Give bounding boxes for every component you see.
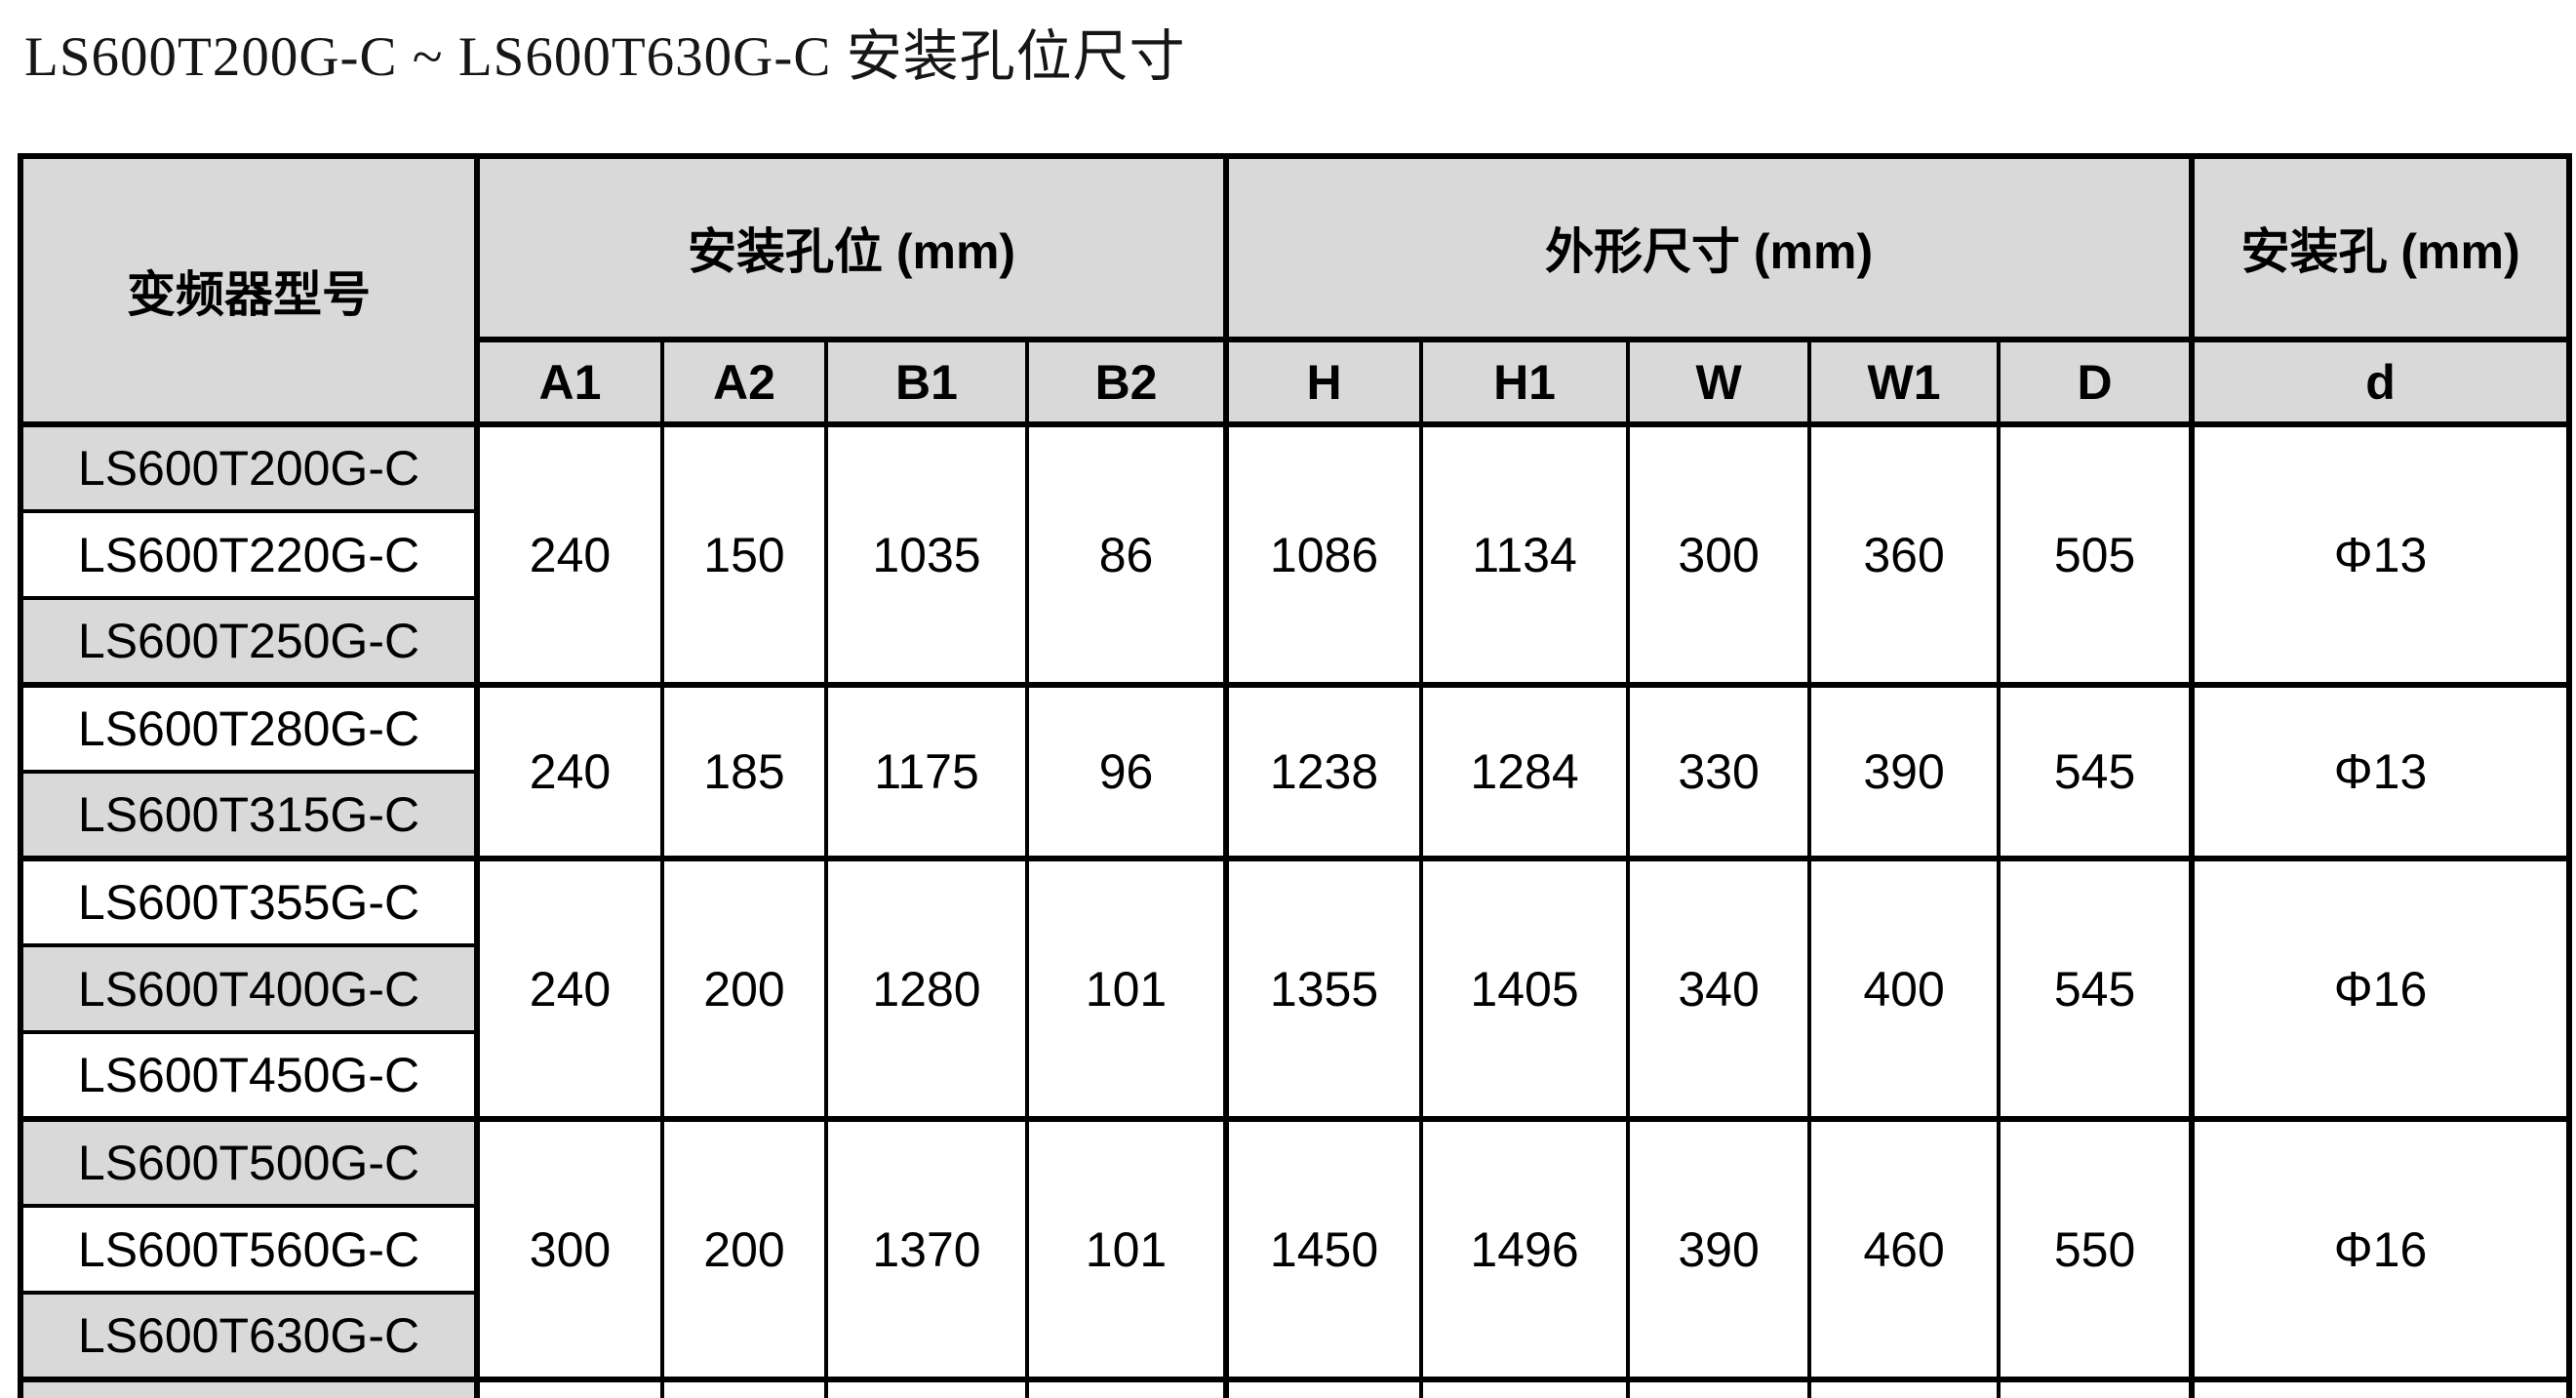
model-cell: LS600T450G-C bbox=[19, 1030, 479, 1122]
value-cell-d-depth: 545 bbox=[1997, 683, 2195, 861]
model-cell: LS600T400G-C bbox=[19, 943, 479, 1034]
value-cell-a2: 200 bbox=[660, 1117, 828, 1382]
group-header-mounting-hole: 安装孔 (mm) bbox=[2189, 154, 2572, 342]
value-cell-h1: 1134 bbox=[1419, 422, 1631, 688]
partial-row-cell bbox=[2189, 1378, 2572, 1398]
value-cell-h: 1238 bbox=[1223, 683, 1424, 861]
value-cell-a1: 240 bbox=[474, 683, 664, 861]
value-cell-h: 1450 bbox=[1223, 1117, 1424, 1382]
model-cell: LS600T630G-C bbox=[19, 1291, 479, 1382]
value-cell-h1: 1284 bbox=[1419, 683, 1631, 861]
value-cell-b2: 86 bbox=[1024, 422, 1229, 688]
group-header-mounting-holes: 安装孔位 (mm) bbox=[473, 154, 1229, 342]
value-cell-w: 330 bbox=[1626, 683, 1812, 861]
value-cell-a1: 240 bbox=[474, 422, 664, 688]
value-cell-d-depth: 505 bbox=[1997, 422, 2195, 688]
model-cell: LS600T220G-C bbox=[19, 509, 479, 600]
partial-row-cell bbox=[19, 1378, 479, 1398]
value-cell-w1: 360 bbox=[1807, 422, 2001, 688]
value-cell-a2: 185 bbox=[660, 683, 828, 861]
value-cell-w1: 400 bbox=[1807, 857, 2001, 1122]
dimensions-table: 变频器型号 安装孔位 (mm) 外形尺寸 (mm) 安装孔 (mm) A1 A2… bbox=[18, 153, 2573, 1398]
subcol-header-a2: A2 bbox=[660, 338, 828, 427]
model-cell: LS600T200G-C bbox=[19, 422, 479, 513]
subcol-header-a1: A1 bbox=[474, 338, 664, 427]
partial-row-cell bbox=[1223, 1378, 1424, 1398]
value-cell-d-depth: 550 bbox=[1997, 1117, 2195, 1382]
group-header-outline-dimensions: 外形尺寸 (mm) bbox=[1223, 154, 2195, 342]
partial-row-cell bbox=[660, 1378, 828, 1398]
value-cell-a2: 150 bbox=[660, 422, 828, 688]
subcol-header-h: H bbox=[1223, 338, 1424, 427]
value-cell-w: 300 bbox=[1626, 422, 1812, 688]
model-cell: LS600T315G-C bbox=[19, 770, 479, 861]
value-cell-hole-diameter: Φ16 bbox=[2189, 1117, 2572, 1382]
partial-row-cell bbox=[1807, 1378, 2001, 1398]
value-cell-w1: 460 bbox=[1807, 1117, 2001, 1382]
subcol-header-w1: W1 bbox=[1807, 338, 2001, 427]
model-cell: LS600T560G-C bbox=[19, 1204, 479, 1295]
value-cell-h1: 1496 bbox=[1419, 1117, 1631, 1382]
value-cell-w: 390 bbox=[1626, 1117, 1812, 1382]
subcol-header-b1: B1 bbox=[824, 338, 1029, 427]
value-cell-a2: 200 bbox=[660, 857, 828, 1122]
subcol-header-h1: H1 bbox=[1419, 338, 1631, 427]
value-cell-a1: 300 bbox=[474, 1117, 664, 1382]
value-cell-b2: 101 bbox=[1024, 857, 1229, 1122]
model-column-header: 变频器型号 bbox=[19, 154, 479, 427]
value-cell-b1: 1280 bbox=[824, 857, 1029, 1122]
value-cell-hole-diameter: Φ13 bbox=[2189, 422, 2572, 688]
page-title: LS600T200G-C ~ LS600T630G-C 安装孔位尺寸 bbox=[24, 26, 1186, 88]
subcol-header-b2: B2 bbox=[1024, 338, 1229, 427]
value-cell-w: 340 bbox=[1626, 857, 1812, 1122]
value-cell-b1: 1035 bbox=[824, 422, 1029, 688]
value-cell-h: 1086 bbox=[1223, 422, 1424, 688]
model-cell: LS600T280G-C bbox=[19, 683, 479, 774]
value-cell-a1: 240 bbox=[474, 857, 664, 1122]
partial-row-cell bbox=[474, 1378, 664, 1398]
value-cell-b1: 1175 bbox=[824, 683, 1029, 861]
partial-row-cell bbox=[824, 1378, 1029, 1398]
partial-row-cell bbox=[1626, 1378, 1812, 1398]
partial-row-cell bbox=[1024, 1378, 1229, 1398]
value-cell-h1: 1405 bbox=[1419, 857, 1631, 1122]
model-cell: LS600T250G-C bbox=[19, 596, 479, 688]
partial-row-cell bbox=[1419, 1378, 1631, 1398]
model-cell: LS600T500G-C bbox=[19, 1117, 479, 1208]
value-cell-d-depth: 545 bbox=[1997, 857, 2195, 1122]
subcol-header-w: W bbox=[1626, 338, 1812, 427]
value-cell-hole-diameter: Φ16 bbox=[2189, 857, 2572, 1122]
value-cell-h: 1355 bbox=[1223, 857, 1424, 1122]
model-cell: LS600T355G-C bbox=[19, 857, 479, 947]
value-cell-b2: 101 bbox=[1024, 1117, 1229, 1382]
value-cell-w1: 390 bbox=[1807, 683, 2001, 861]
partial-row-cell bbox=[1997, 1378, 2195, 1398]
value-cell-hole-diameter: Φ13 bbox=[2189, 683, 2572, 861]
subcol-header-d-hole: d bbox=[2189, 338, 2572, 427]
value-cell-b1: 1370 bbox=[824, 1117, 1029, 1382]
value-cell-b2: 96 bbox=[1024, 683, 1229, 861]
subcol-header-d-depth: D bbox=[1997, 338, 2195, 427]
